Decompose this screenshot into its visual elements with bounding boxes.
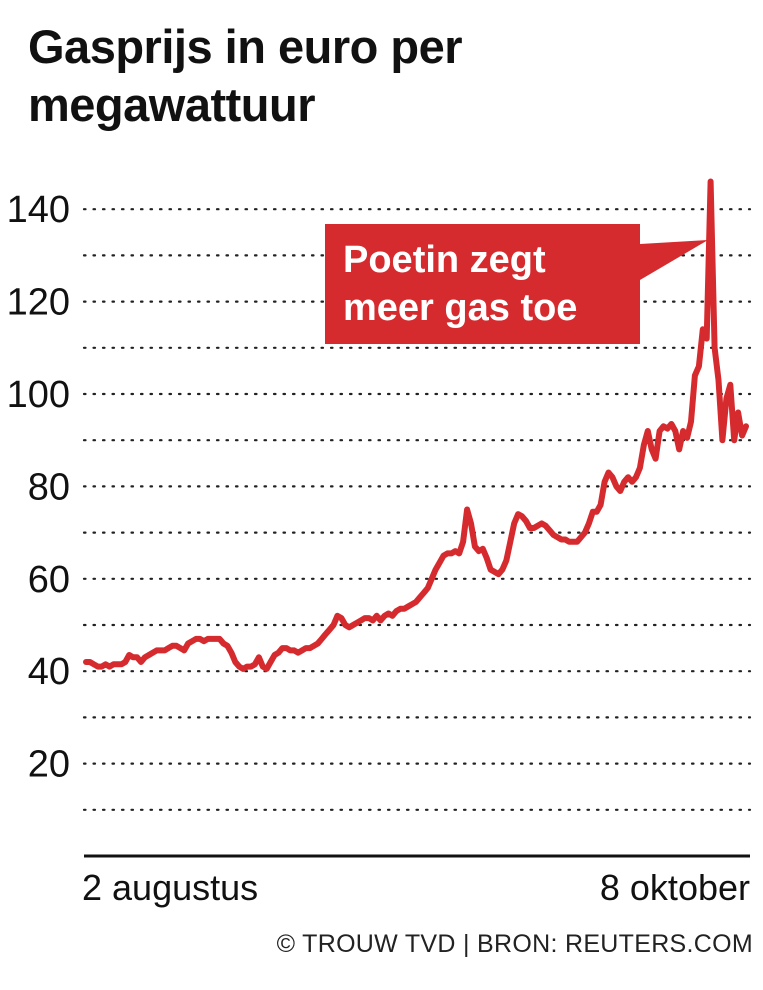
source-credit: © TROUW TVD | BRON: REUTERS.COM <box>276 930 753 958</box>
x-tick-label: 2 augustus <box>82 867 258 908</box>
y-tick-label: 100 <box>7 374 70 416</box>
y-tick-label: 20 <box>28 744 70 786</box>
annotation-line-1: Poetin zegt <box>343 239 546 281</box>
line-chart: 20 40 60 80 100 120 140 2 augustus 8 oktober Po… <box>7 178 752 908</box>
annotation-line-2: meer gas toe <box>343 287 577 329</box>
annotation-box <box>325 224 708 344</box>
x-axis-ticks: 2 augustus 8 oktober <box>82 867 750 908</box>
gas-price-line <box>83 178 749 672</box>
y-axis-ticks: 20 40 60 80 100 120 140 <box>7 189 70 785</box>
chart-title: Gasprijs in euro per megawattuur <box>28 20 463 131</box>
y-tick-label: 40 <box>28 651 70 693</box>
y-tick-label: 80 <box>28 466 70 508</box>
y-tick-label: 140 <box>7 189 70 231</box>
annotation-callout: Poetin zegt meer gas toe <box>325 224 708 344</box>
y-tick-label: 120 <box>7 282 70 324</box>
y-tick-label: 60 <box>28 559 70 601</box>
x-tick-label: 8 oktober <box>600 867 750 908</box>
